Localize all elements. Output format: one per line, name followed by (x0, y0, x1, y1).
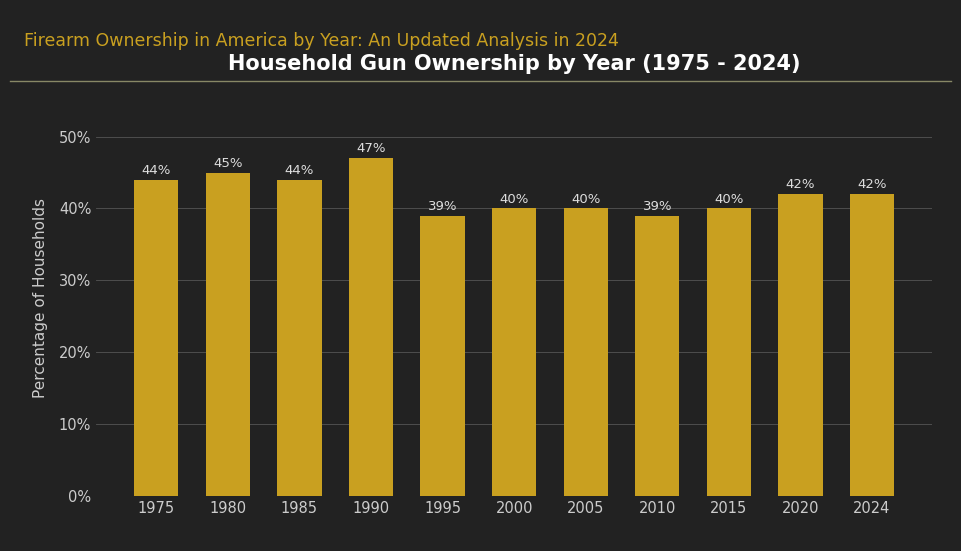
Y-axis label: Percentage of Households: Percentage of Households (33, 198, 48, 398)
Bar (778, 194, 823, 496)
Bar (850, 194, 894, 496)
Text: 40%: 40% (714, 193, 744, 206)
Text: 42%: 42% (857, 179, 887, 191)
Bar (635, 215, 679, 496)
Bar (277, 180, 322, 496)
Text: 40%: 40% (571, 193, 601, 206)
Text: 39%: 39% (428, 200, 457, 213)
Text: 44%: 44% (141, 164, 171, 177)
Bar (206, 172, 250, 496)
Text: 44%: 44% (284, 164, 314, 177)
Title: Household Gun Ownership by Year (1975 - 2024): Household Gun Ownership by Year (1975 - … (228, 54, 801, 74)
Text: 42%: 42% (786, 179, 815, 191)
Bar (135, 180, 179, 496)
Bar (420, 215, 465, 496)
Bar (349, 158, 393, 496)
Text: 39%: 39% (643, 200, 672, 213)
Text: Firearm Ownership in America by Year: An Updated Analysis in 2024: Firearm Ownership in America by Year: An… (24, 32, 619, 50)
Text: 40%: 40% (500, 193, 529, 206)
Bar (563, 208, 608, 496)
Bar (706, 208, 752, 496)
Text: 45%: 45% (213, 156, 242, 170)
Text: 47%: 47% (357, 142, 385, 155)
Bar (492, 208, 536, 496)
